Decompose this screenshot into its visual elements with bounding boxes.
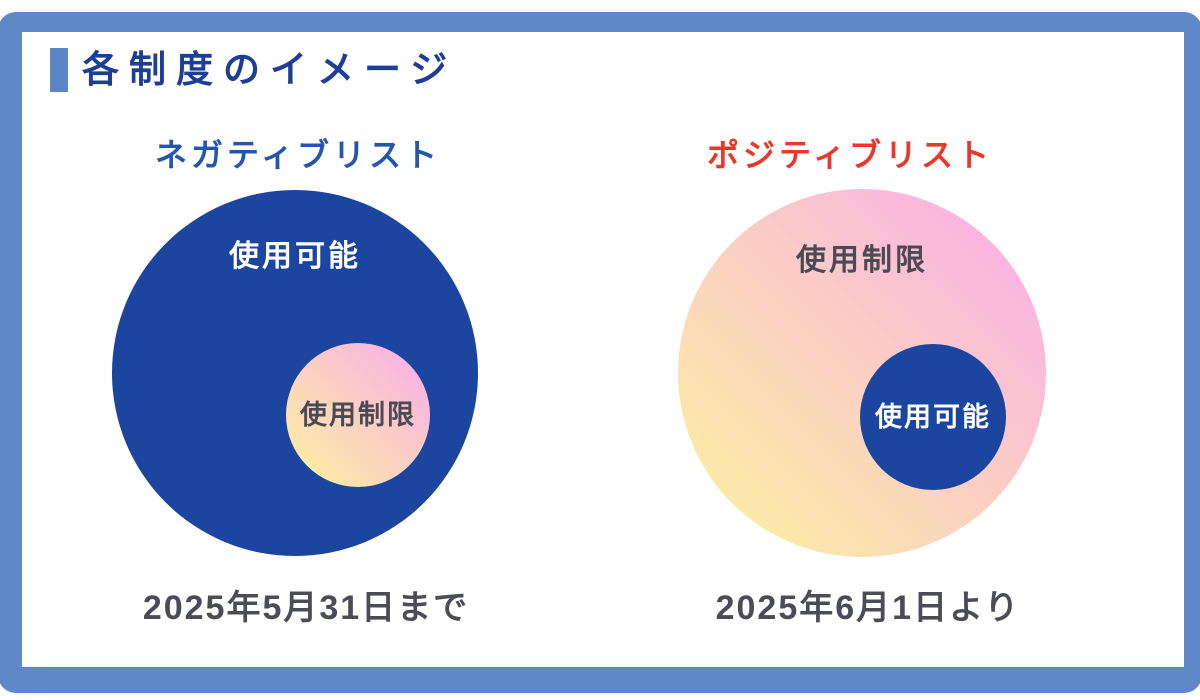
negative-list-outer-circle-label: 使用可能 xyxy=(229,240,361,273)
negative-list-outer-circle: 使用可能 xyxy=(112,190,478,556)
title-accent-bar xyxy=(50,48,68,92)
negative-list-caption: 2025年5月31日まで xyxy=(142,589,470,627)
page-title: 各制度のイメージ xyxy=(82,49,458,90)
positive-list-caption: 2025年6月1日より xyxy=(715,589,1021,627)
positive-list-outer-circle-label: 使用制限 xyxy=(796,244,928,277)
positive-list-heading: ポジティブリスト xyxy=(706,137,994,173)
positive-list-inner-circle: 使用可能 xyxy=(860,344,1006,490)
negative-list-inner-circle-label: 使用制限 xyxy=(300,399,416,430)
negative-list-heading: ネガティブリスト xyxy=(154,137,442,173)
positive-list-inner-circle-label: 使用可能 xyxy=(875,401,991,432)
negative-list-inner-circle: 使用制限 xyxy=(286,343,430,487)
